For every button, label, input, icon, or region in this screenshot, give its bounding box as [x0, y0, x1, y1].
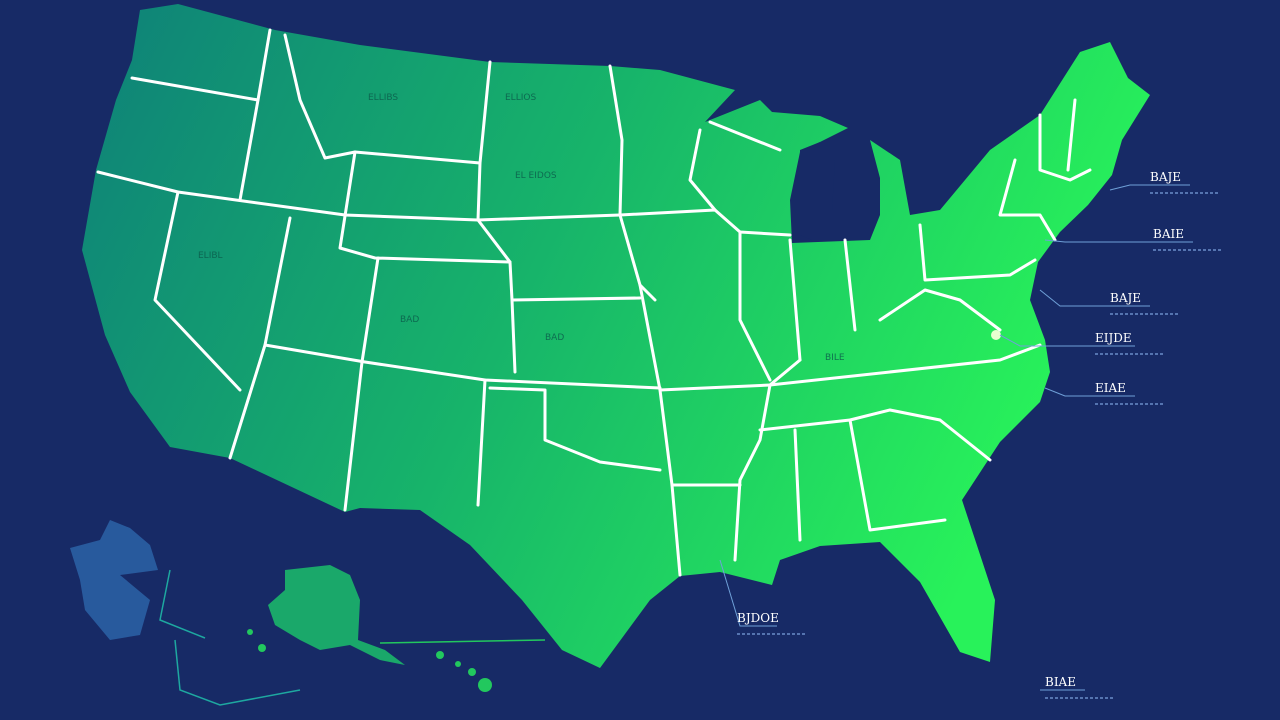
callout-line	[1109, 184, 1190, 191]
callout-line	[1044, 239, 1193, 243]
callout-label: EIAE	[1095, 381, 1126, 395]
state-label: BAD	[545, 333, 564, 343]
marker	[991, 330, 1001, 340]
alaska	[268, 565, 405, 665]
callout-label: BAJE	[1150, 170, 1181, 184]
mainland	[82, 4, 1150, 668]
state-label: BILE	[825, 353, 845, 363]
state-labels: ELLIBS ELLIOS EL EIDOS BAD BAD ELIBL BILE	[198, 93, 845, 363]
state-label: ELIBL	[198, 251, 223, 261]
state-label: ELLIOS	[505, 93, 536, 103]
callout-line	[1044, 387, 1135, 397]
callout-label: BAIE	[1153, 227, 1184, 241]
decor-shape	[70, 520, 158, 640]
decor-line	[159, 569, 206, 639]
callouts: BAJE BAIE BAJE EIJDE EIAE BJDOE BIAE	[719, 170, 1223, 699]
callout-label: BJDOE	[737, 611, 779, 625]
state-borders	[96, 28, 1092, 577]
callout-label: BIAE	[1045, 675, 1076, 689]
connector	[379, 639, 546, 644]
state-label: BAD	[400, 315, 419, 325]
state-label: EL EIDOS	[515, 171, 557, 181]
callout-label: EIJDE	[1095, 331, 1132, 345]
callout-line	[719, 559, 777, 627]
decor-line	[174, 639, 301, 706]
callout-line	[999, 334, 1135, 347]
lake	[800, 142, 835, 240]
state-label: ELLIBS	[368, 93, 398, 103]
hawaii	[247, 629, 492, 692]
callout-label: BAJE	[1110, 291, 1141, 305]
callout-line	[1039, 289, 1150, 307]
